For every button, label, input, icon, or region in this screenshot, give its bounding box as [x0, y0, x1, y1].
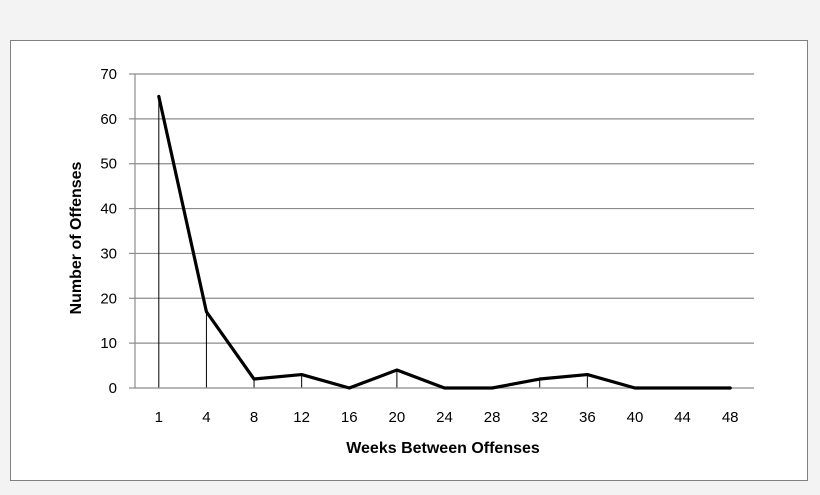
data-point-36 — [586, 373, 589, 376]
y-tick-label: 70 — [100, 66, 117, 83]
y-tick-label: 40 — [100, 201, 117, 218]
x-tick-label: 36 — [579, 409, 596, 426]
x-tick-label: 8 — [250, 409, 258, 426]
data-point-24 — [443, 386, 446, 390]
series — [157, 94, 732, 390]
y-axis-title: Number of Offenses — [68, 161, 85, 314]
data-point-20 — [395, 368, 399, 372]
x-tick-label: 44 — [674, 409, 691, 426]
y-tick-labels: 0 10 20 30 40 50 60 70 — [100, 66, 117, 397]
x-tick-label: 24 — [436, 409, 453, 426]
data-point-48 — [728, 386, 732, 390]
data-point-16 — [348, 386, 351, 390]
x-tick-label: 16 — [341, 409, 358, 426]
data-point-12 — [300, 373, 303, 376]
x-tick-label: 40 — [627, 409, 644, 426]
y-tick-label: 10 — [100, 335, 117, 352]
y-tick-label: 20 — [100, 290, 117, 307]
x-tick-label: 32 — [531, 409, 548, 426]
data-point-28 — [490, 386, 494, 390]
data-point-32 — [538, 377, 541, 381]
data-point-8 — [252, 377, 256, 381]
data-point-40 — [633, 386, 637, 390]
y-tick-label: 30 — [100, 245, 117, 262]
axes — [129, 73, 754, 389]
x-tick-labels: 1 4 8 12 16 20 24 28 32 36 40 44 48 — [155, 409, 739, 426]
x-tick-label: 12 — [293, 409, 310, 426]
x-tick-label: 20 — [389, 409, 406, 426]
y-tick-label: 50 — [100, 156, 117, 173]
drop-lines — [158, 96, 588, 388]
y-tick-label: 0 — [109, 380, 117, 397]
data-point-4 — [205, 310, 208, 313]
x-tick-label: 48 — [722, 409, 739, 426]
data-point-1 — [157, 95, 161, 98]
grid-lines — [135, 73, 754, 344]
series-line — [157, 94, 732, 390]
x-tick-label: 4 — [202, 409, 210, 426]
y-tick-label: 60 — [100, 111, 117, 128]
data-point-44 — [681, 386, 684, 390]
chart-frame — [10, 40, 808, 481]
x-tick-label: 1 — [155, 409, 163, 426]
x-axis-title: Weeks Between Offenses — [346, 440, 540, 457]
x-tick-label: 28 — [484, 409, 501, 426]
